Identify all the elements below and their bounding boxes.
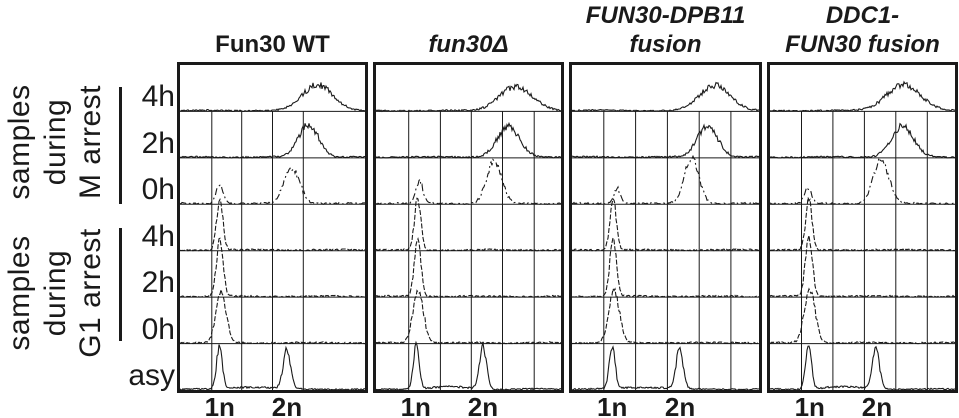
histogram-trace xyxy=(572,81,759,113)
histogram-panel xyxy=(177,62,368,393)
axis-tick-label: 2n xyxy=(664,392,696,418)
panel-title: FUN30-DPB11 fusion xyxy=(585,2,746,58)
histogram-trace xyxy=(180,237,365,298)
histogram-trace xyxy=(180,344,365,390)
panel-title: DDC1- FUN30 fusion xyxy=(785,2,940,58)
histogram-svg xyxy=(376,83,561,390)
axis-tick-label: 1n xyxy=(794,392,825,418)
histogram-trace xyxy=(180,123,365,159)
histogram-trace xyxy=(180,82,365,113)
histogram-trace xyxy=(770,122,955,159)
group-bracket-line xyxy=(119,87,122,204)
histogram-svg xyxy=(770,80,955,390)
histogram-trace xyxy=(770,287,955,345)
histogram-panel xyxy=(373,62,564,393)
histogram-trace xyxy=(770,345,955,390)
histogram-trace xyxy=(376,197,561,252)
histogram-trace xyxy=(376,340,561,390)
axis-tick-label: 2n xyxy=(271,392,303,418)
histogram-trace xyxy=(180,198,365,252)
row-label: 0h xyxy=(141,312,175,346)
histogram-trace xyxy=(180,167,365,205)
histogram-trace xyxy=(572,287,759,345)
group-label-word: samples xyxy=(3,235,36,351)
histogram-trace xyxy=(770,197,955,252)
histogram-trace xyxy=(572,123,759,159)
histogram-trace xyxy=(376,83,561,113)
histogram-panel xyxy=(569,62,762,393)
histogram-trace xyxy=(180,289,365,345)
axis-tick-label: 1n xyxy=(597,392,628,418)
row-label: 4h xyxy=(141,219,175,253)
histogram-trace xyxy=(572,236,759,298)
histogram-panel xyxy=(767,62,958,393)
histogram-svg xyxy=(180,82,365,390)
row-label: 4h xyxy=(141,80,175,114)
histogram-trace xyxy=(770,235,955,298)
histogram-trace xyxy=(770,80,955,113)
axis-tick-label: 2n xyxy=(861,392,893,418)
histogram-svg xyxy=(572,81,759,390)
axis-tick-label: 2n xyxy=(467,392,499,418)
histogram-trace xyxy=(572,197,759,252)
histogram-trace xyxy=(572,345,759,390)
panel-title: fun30Δ xyxy=(428,31,509,58)
histogram-trace xyxy=(376,121,561,159)
row-label: 2h xyxy=(141,126,175,160)
group-bracket-line xyxy=(119,228,122,341)
histogram-trace xyxy=(376,237,561,298)
histogram-trace xyxy=(376,158,561,206)
panel-title: Fun30 WT xyxy=(215,31,330,58)
row-label: 0h xyxy=(141,173,175,207)
axis-tick-label: 1n xyxy=(204,392,235,418)
row-label: asy xyxy=(128,359,175,392)
histogram-trace xyxy=(376,289,561,345)
row-label: 2h xyxy=(141,266,175,300)
axis-tick-label: 1n xyxy=(400,392,431,418)
